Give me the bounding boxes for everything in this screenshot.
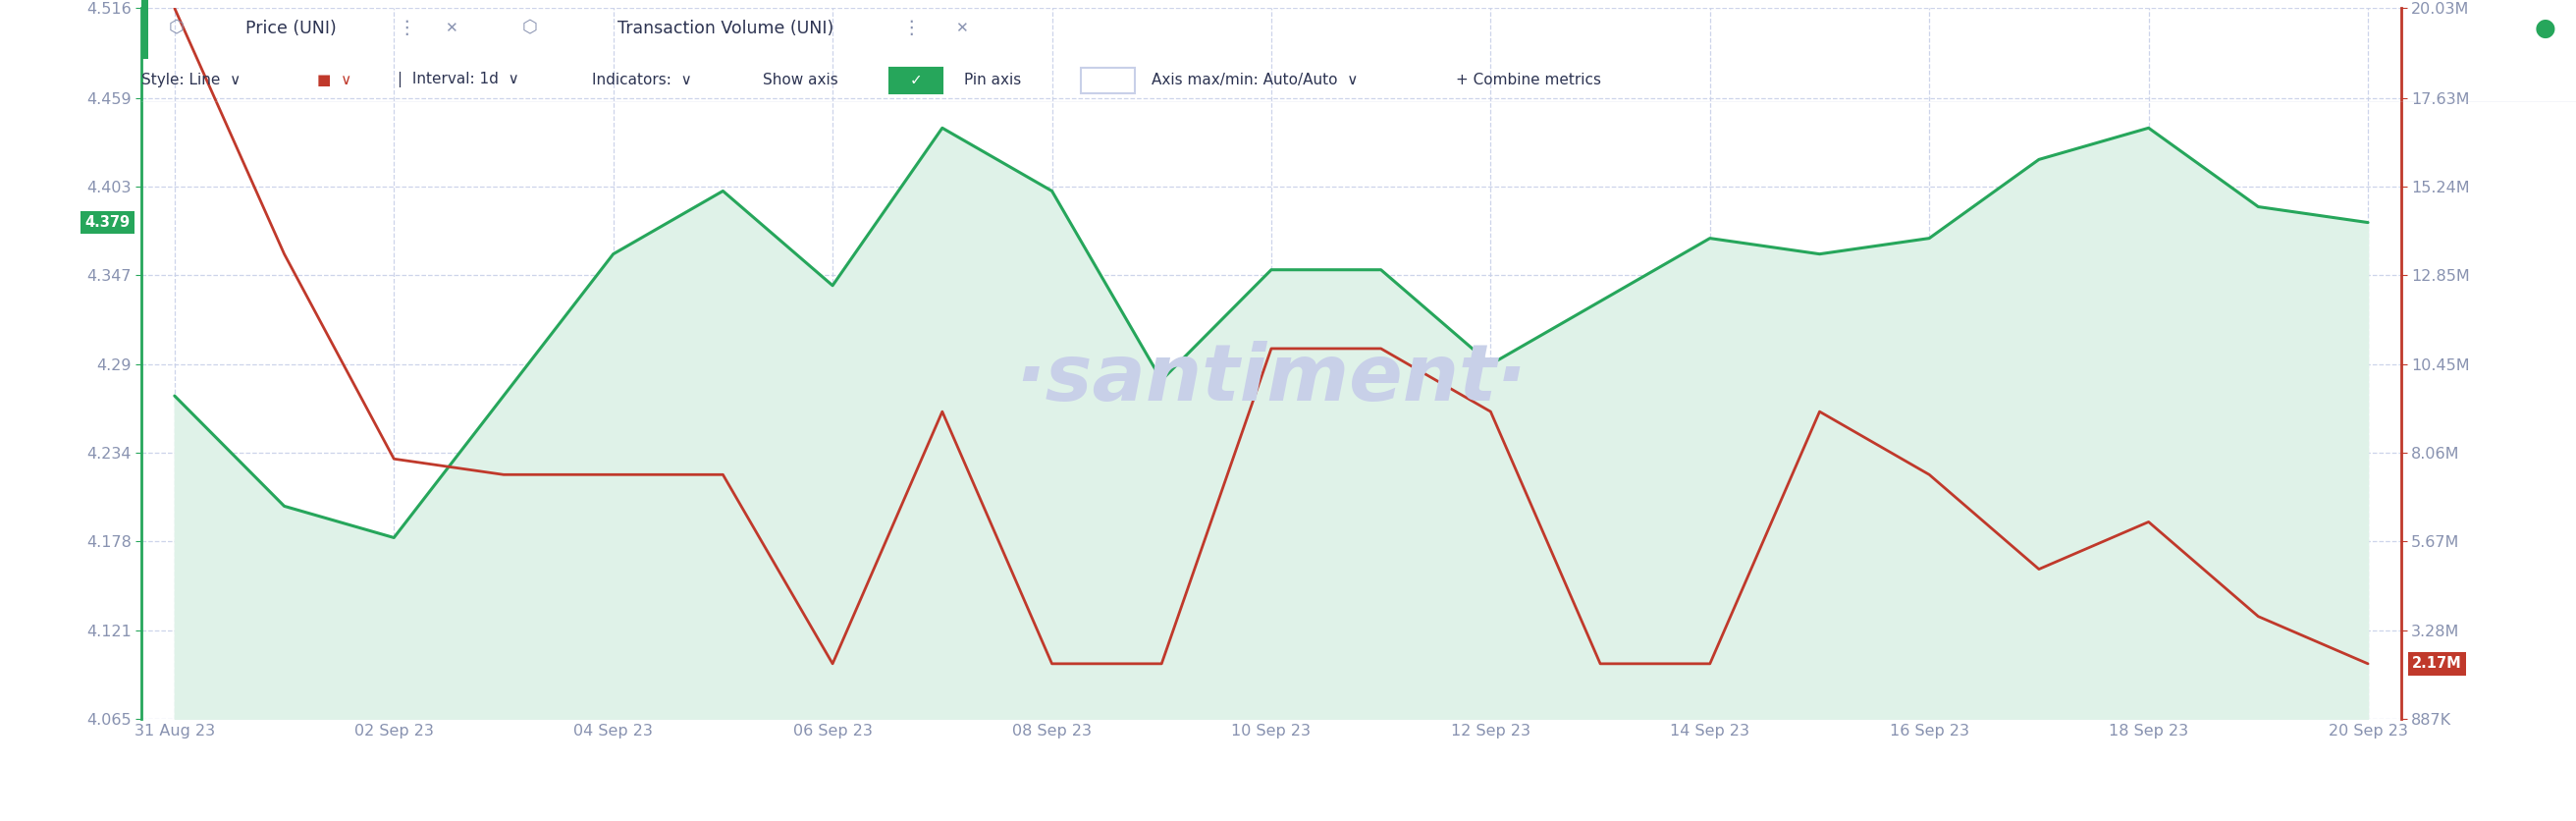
- Text: Indicators:  ∨: Indicators: ∨: [592, 72, 693, 87]
- Text: Transaction Volume (UNI): Transaction Volume (UNI): [618, 20, 835, 37]
- Text: □: □: [1092, 72, 1105, 87]
- Text: Pin axis: Pin axis: [963, 72, 1023, 87]
- Bar: [1082, 67, 1136, 94]
- Text: ⋮: ⋮: [397, 19, 415, 38]
- Bar: [889, 67, 943, 94]
- Text: ✕: ✕: [956, 21, 969, 35]
- Text: ⬡: ⬡: [523, 20, 538, 37]
- Bar: [142, 0, 147, 59]
- Text: Axis max/min: Auto/Auto  ∨: Axis max/min: Auto/Auto ∨: [1151, 72, 1358, 87]
- Text: Style: Line  ∨: Style: Line ∨: [142, 72, 242, 87]
- Text: 2.17M: 2.17M: [2411, 656, 2463, 671]
- Text: ✓: ✓: [909, 72, 922, 87]
- Text: Price (UNI): Price (UNI): [245, 20, 337, 37]
- Text: ✕: ✕: [446, 21, 459, 35]
- Text: + Combine metrics: + Combine metrics: [1455, 72, 1602, 87]
- Text: ·santiment·: ·santiment·: [1015, 341, 1528, 418]
- Text: ⬡: ⬡: [167, 20, 185, 37]
- Text: |  Interval: 1d  ∨: | Interval: 1d ∨: [397, 71, 518, 88]
- Text: ●: ●: [2535, 17, 2555, 40]
- Text: Show axis: Show axis: [762, 72, 837, 87]
- Text: ✔: ✔: [917, 72, 927, 87]
- Text: ⋮: ⋮: [902, 19, 922, 38]
- Text: ■  ∨: ■ ∨: [317, 72, 350, 87]
- Text: 4.379: 4.379: [85, 215, 131, 230]
